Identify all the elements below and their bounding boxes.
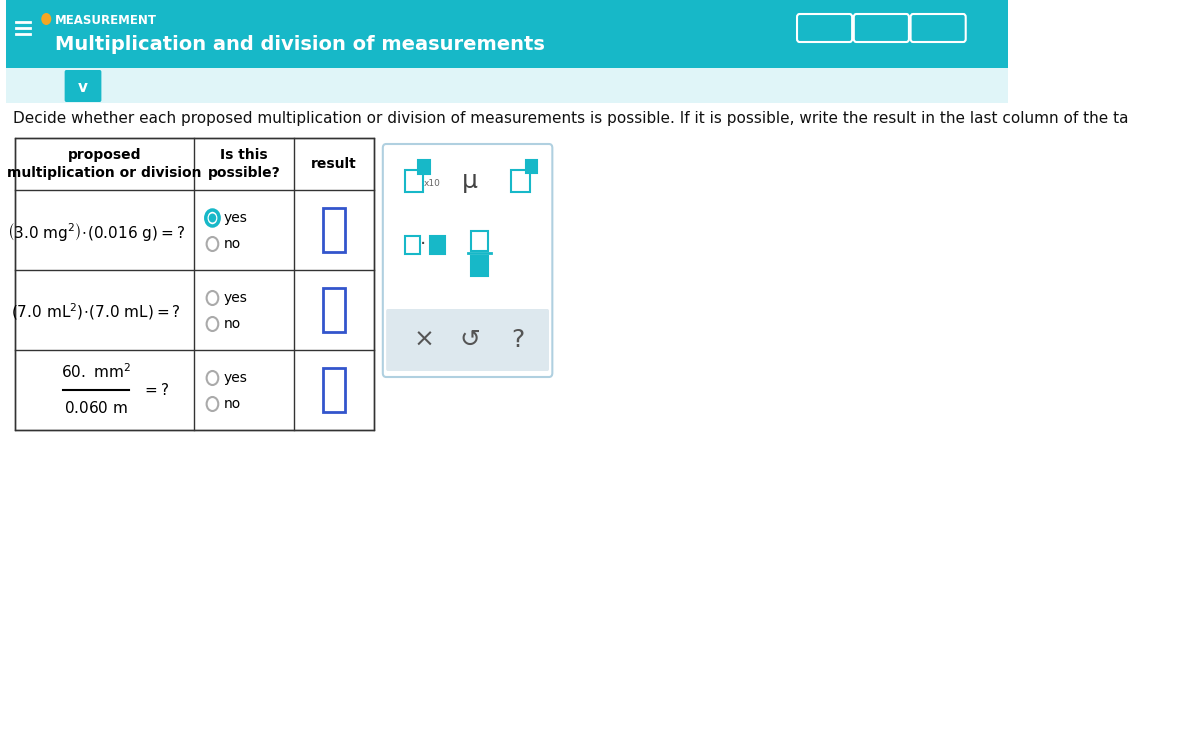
- Text: proposed
multiplication or division: proposed multiplication or division: [7, 148, 202, 180]
- Text: Is this
possible?: Is this possible?: [208, 148, 281, 180]
- FancyBboxPatch shape: [383, 144, 552, 377]
- FancyBboxPatch shape: [430, 236, 445, 254]
- Text: yes: yes: [223, 291, 247, 305]
- Text: ↺: ↺: [460, 328, 480, 352]
- Text: yes: yes: [223, 371, 247, 385]
- FancyBboxPatch shape: [386, 309, 548, 371]
- Text: no: no: [223, 317, 240, 331]
- FancyBboxPatch shape: [14, 138, 373, 430]
- Circle shape: [41, 13, 52, 25]
- Text: Multiplication and division of measurements: Multiplication and division of measureme…: [55, 35, 545, 54]
- FancyBboxPatch shape: [472, 231, 488, 251]
- FancyBboxPatch shape: [472, 256, 488, 276]
- FancyBboxPatch shape: [404, 236, 420, 254]
- FancyBboxPatch shape: [418, 160, 430, 174]
- Text: no: no: [223, 237, 240, 251]
- Text: $\left(3.0\ \mathrm{mg}^{2}\right)\!\cdot\!\left(0.016\ \mathrm{g}\right) = ?$: $\left(3.0\ \mathrm{mg}^{2}\right)\!\cdo…: [7, 221, 185, 243]
- Text: v: v: [78, 80, 88, 94]
- Text: μ: μ: [462, 169, 478, 193]
- Text: x10: x10: [424, 179, 440, 188]
- Text: $0.060\ \mathrm{m}$: $0.060\ \mathrm{m}$: [64, 400, 128, 416]
- Text: ·: ·: [420, 236, 426, 255]
- Text: no: no: [223, 397, 240, 411]
- Text: result: result: [311, 157, 356, 171]
- Text: $\left(7.0\ \mathrm{mL}^{2}\right)\!\cdot\!\left(7.0\ \mathrm{mL}\right) = ?$: $\left(7.0\ \mathrm{mL}^{2}\right)\!\cdo…: [11, 302, 181, 322]
- Text: yes: yes: [223, 211, 247, 225]
- FancyBboxPatch shape: [65, 70, 101, 102]
- FancyBboxPatch shape: [6, 0, 1008, 68]
- FancyBboxPatch shape: [527, 160, 538, 173]
- FancyBboxPatch shape: [6, 68, 1008, 103]
- FancyBboxPatch shape: [323, 288, 344, 332]
- Text: $= ?$: $= ?$: [142, 382, 169, 398]
- FancyBboxPatch shape: [404, 170, 422, 192]
- Text: Decide whether each proposed multiplication or division of measurements is possi: Decide whether each proposed multiplicat…: [13, 111, 1128, 125]
- Circle shape: [209, 214, 216, 223]
- Text: ×: ×: [413, 328, 434, 352]
- Text: MEASUREMENT: MEASUREMENT: [55, 13, 157, 26]
- FancyBboxPatch shape: [323, 368, 344, 412]
- Text: $60.\ \mathrm{mm}^{2}$: $60.\ \mathrm{mm}^{2}$: [61, 362, 131, 381]
- Text: ?: ?: [511, 328, 524, 352]
- FancyBboxPatch shape: [511, 170, 529, 192]
- FancyBboxPatch shape: [323, 208, 344, 252]
